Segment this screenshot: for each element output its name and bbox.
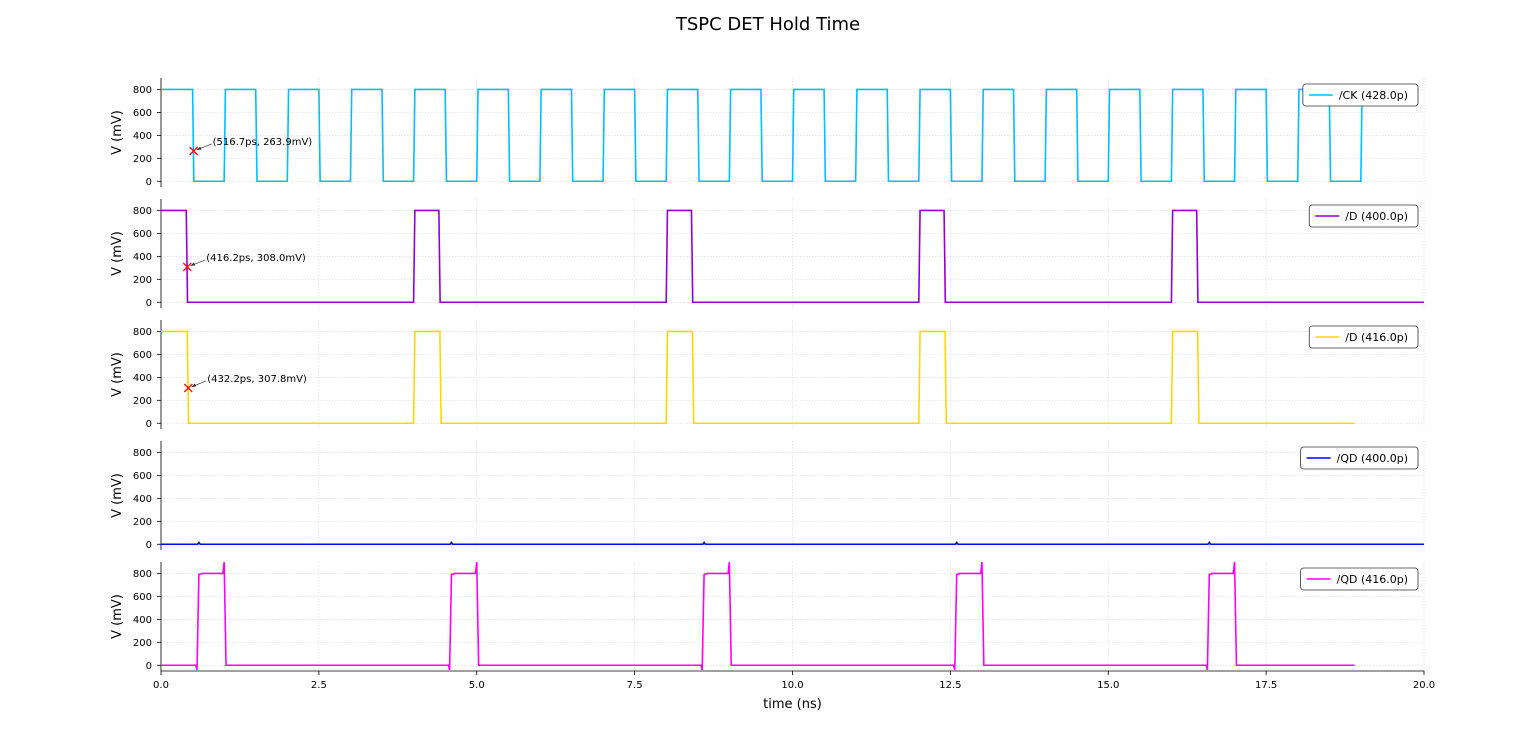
legend: /CK (428.0p) [1302, 83, 1419, 107]
x-tick-label: 7.5 [627, 680, 643, 691]
x-tick-label: 10.0 [781, 680, 803, 691]
y-tick-label: 600 [133, 229, 152, 240]
legend-box [1300, 567, 1419, 591]
series-line [161, 562, 1355, 671]
y-tick-label: 200 [133, 154, 152, 165]
legend: /QD (400.0p) [1300, 446, 1419, 470]
annotation-marker [182, 262, 192, 272]
y-axis-label: V (mV) [110, 473, 125, 518]
legend-box [1302, 83, 1419, 107]
y-tick-label: 600 [133, 471, 152, 482]
legend: /QD (416.0p) [1300, 567, 1419, 591]
y-tick-label: 0 [146, 177, 152, 188]
subplot: 0 200 400 600 800 V (mV) (432.2ps, 307.8mV) /D … [110, 320, 1425, 430]
series-line [161, 541, 1424, 546]
y-tick-label: 800 [133, 448, 152, 459]
y-tick-label: 400 [133, 615, 152, 626]
series-line [161, 88, 1363, 183]
y-tick-label: 800 [133, 327, 152, 338]
annotation-text: (432.2ps, 307.8mV) [207, 374, 307, 385]
subplot: 0 200 400 600 800 V (mV) /QD (400.0p) [110, 441, 1425, 551]
y-tick-label: 200 [133, 517, 152, 528]
y-tick-label: 800 [133, 569, 152, 580]
y-tick-label: 600 [133, 108, 152, 119]
annotation-text: (516.7ps, 263.9mV) [213, 137, 313, 148]
subplot: 0 200 400 600 800 V (mV) (416.2ps, 308.0mV) /D … [110, 199, 1425, 309]
legend-box [1308, 325, 1419, 349]
x-axis-label: time (ns) [763, 697, 822, 712]
legend: /D (416.0p) [1308, 325, 1419, 349]
legend-label: /D (416.0p) [1345, 331, 1408, 344]
x-tick-label: 20.0 [1413, 680, 1435, 691]
legend-label: /CK (428.0p) [1339, 89, 1408, 102]
y-axis-label: V (mV) [110, 352, 125, 397]
y-tick-label: 200 [133, 638, 152, 649]
x-tick-label: 17.5 [1255, 680, 1277, 691]
y-tick-label: 400 [133, 494, 152, 505]
x-tick-label: 2.5 [311, 680, 327, 691]
annotation-text: (416.2ps, 308.0mV) [206, 253, 306, 264]
series-line [161, 330, 1355, 425]
y-tick-label: 400 [133, 252, 152, 263]
legend-label: /D (400.0p) [1345, 210, 1408, 223]
y-axis-label: V (mV) [110, 231, 125, 276]
y-tick-label: 0 [146, 419, 152, 430]
x-tick-label: 15.0 [1097, 680, 1119, 691]
legend: /D (400.0p) [1308, 204, 1419, 228]
legend-label: /QD (416.0p) [1337, 573, 1408, 586]
y-tick-label: 200 [133, 275, 152, 286]
y-tick-label: 400 [133, 131, 152, 142]
subplot: 0 200 400 600 800 V (mV) (516.7ps, 263.9mV) /CK… [110, 78, 1425, 188]
y-tick-label: 200 [133, 396, 152, 407]
y-tick-label: 0 [146, 298, 152, 309]
annotation-marker [189, 146, 199, 156]
legend-box [1300, 446, 1419, 470]
y-axis-label: V (mV) [110, 594, 125, 639]
y-tick-label: 0 [146, 540, 152, 551]
y-tick-label: 400 [133, 373, 152, 384]
y-tick-label: 600 [133, 592, 152, 603]
subplot: 0 200 400 600 800 V (mV) 0.0 2.5 5.0 7.5 10.0 12.5 1… [110, 562, 1435, 712]
y-tick-label: 0 [146, 661, 152, 672]
legend-label: /QD (400.0p) [1337, 452, 1408, 465]
y-tick-label: 600 [133, 350, 152, 361]
x-tick-label: 0.0 [153, 680, 169, 691]
legend-box [1308, 204, 1419, 228]
figure-title: TSPC DET Hold Time [675, 14, 860, 35]
x-tick-label: 5.0 [469, 680, 485, 691]
y-tick-label: 800 [133, 206, 152, 217]
x-tick-label: 12.5 [939, 680, 961, 691]
annotation-marker [183, 383, 193, 393]
y-axis-label: V (mV) [110, 110, 125, 155]
annotation-arrowhead [196, 146, 202, 150]
annotation-arrowhead [190, 262, 196, 266]
y-tick-label: 800 [133, 85, 152, 96]
series-line [161, 209, 1424, 304]
annotation-arrowhead [191, 383, 197, 387]
